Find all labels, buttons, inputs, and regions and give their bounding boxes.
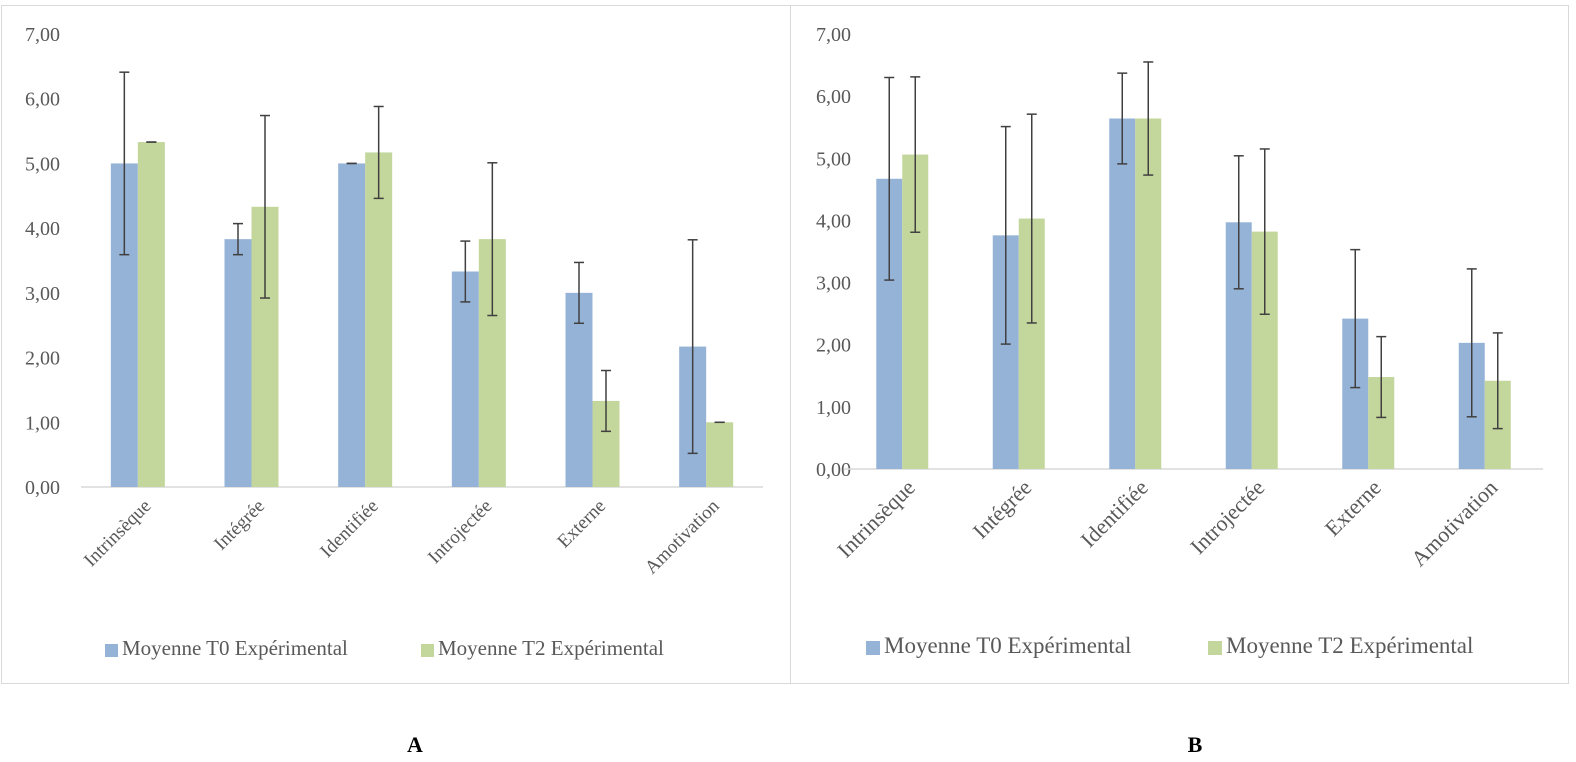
caption-b: B (1187, 732, 1203, 757)
chart-b-legend-swatch (1208, 641, 1222, 655)
chart-b-svg: 0,00 1,00 2,00 3,00 4,00 5,00 6,00 7,00 Intrinsè… (816, 24, 1543, 658)
chart-b-category-label: Intégrée (968, 475, 1037, 544)
chart-a-bar (706, 422, 734, 487)
chart-b-legend-label: Moyenne T0 Expérimental (884, 633, 1131, 658)
chart-b-ytick-label: 3,00 (816, 273, 851, 295)
chart-a-ytick-label: 0,00 (25, 477, 60, 499)
chart-a-category-label: Externe (553, 496, 610, 553)
chart-a-category-label: Amotivation (641, 495, 724, 578)
chart-b-category-label: Identifiée (1076, 475, 1153, 552)
chart-b-category-label: Intrinsèque (832, 475, 920, 563)
chart-a-bar (137, 142, 165, 487)
chart-b-ytick-label: 5,00 (816, 148, 851, 170)
chart-a-ytick-label: 4,00 (25, 218, 60, 240)
chart-a-ytick-label: 2,00 (25, 348, 60, 370)
chart-a-legend-swatch (105, 644, 118, 657)
chart-b-ytick-label: 0,00 (816, 459, 851, 481)
chart-a-bar (365, 152, 393, 488)
chart-a-ytick-label: 7,00 (25, 24, 60, 46)
chart-a-category-label: Intégrée (210, 496, 269, 555)
chart-b-category-label: Amotivation (1406, 475, 1502, 571)
chart-b-ytick-label: 6,00 (816, 86, 851, 108)
chart-b-legend-swatch (866, 641, 880, 655)
chart-b-category-label: Introjectée (1185, 475, 1269, 559)
chart-a-legend-label: Moyenne T0 Expérimental (122, 636, 348, 660)
chart-a-bar (338, 163, 366, 487)
chart-b-ytick-label: 4,00 (816, 210, 851, 232)
chart-panel-a: 0,00 1,00 2,00 3,00 4,00 5,00 6,00 7,00 Intrinsè… (1, 5, 791, 684)
chart-b-bar (1109, 118, 1136, 469)
chart-b-legend-label: Moyenne T2 Expérimental (1226, 633, 1473, 658)
chart-a-legend-label: Moyenne T2 Expérimental (438, 636, 664, 660)
chart-a-bar (565, 292, 593, 487)
chart-a-ytick-label: 3,00 (25, 283, 60, 305)
chart-b-bar (1135, 118, 1162, 469)
chart-a-category-label: Identifiée (316, 496, 382, 562)
chart-a-svg: 0,00 1,00 2,00 3,00 4,00 5,00 6,00 7,00 Intrinsè… (25, 24, 763, 660)
chart-a-ytick-label: 1,00 (25, 412, 60, 434)
chart-a-ytick-label: 5,00 (25, 153, 60, 175)
chart-b-ytick-label: 1,00 (816, 397, 851, 419)
chart-panel-b: 0,00 1,00 2,00 3,00 4,00 5,00 6,00 7,00 Intrinsè… (790, 5, 1569, 684)
chart-a-ytick-label: 6,00 (25, 89, 60, 111)
chart-a-category-label: Introjectée (424, 496, 496, 568)
chart-a-legend-swatch (421, 644, 434, 657)
chart-b-ytick-label: 2,00 (816, 335, 851, 357)
chart-b-category-label: Externe (1320, 475, 1386, 541)
chart-a-bar (224, 239, 252, 487)
chart-a-bar (451, 271, 479, 487)
chart-a-category-label: Intrinsèque (80, 496, 155, 571)
caption-a: A (407, 732, 423, 757)
chart-b-ytick-label: 7,00 (816, 24, 851, 46)
